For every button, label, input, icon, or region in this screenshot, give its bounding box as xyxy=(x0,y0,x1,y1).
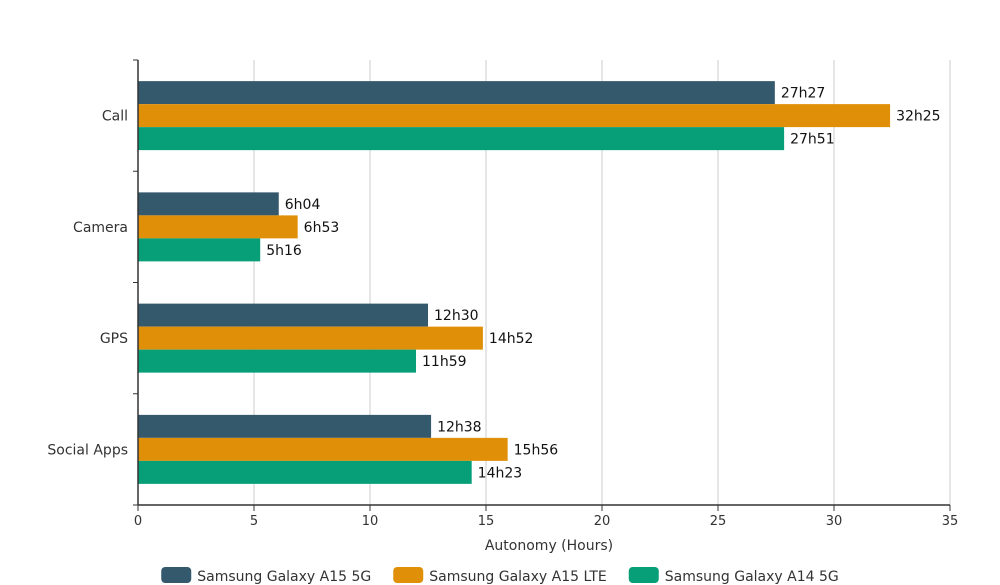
x-tick-label: 25 xyxy=(710,514,727,529)
bar xyxy=(138,303,428,327)
bar-value-label: 12h38 xyxy=(437,419,482,435)
legend-label: Samsung Galaxy A14 5G xyxy=(665,569,839,585)
legend-swatch xyxy=(628,567,659,583)
legend-item: Samsung Galaxy A15 5G xyxy=(161,567,371,585)
legend-item: Samsung Galaxy A14 5G xyxy=(628,567,839,585)
category-label: GPS xyxy=(100,331,128,347)
category-label: Call xyxy=(102,109,128,125)
bar-value-label: 15h56 xyxy=(514,442,559,458)
legend-item: Samsung Galaxy A15 LTE xyxy=(393,567,607,585)
category-label: Camera xyxy=(73,220,128,236)
category-label: Social Apps xyxy=(47,442,128,458)
x-tick-label: 20 xyxy=(594,514,611,529)
bar xyxy=(138,238,261,262)
bar xyxy=(138,104,891,128)
x-tick-label: 15 xyxy=(478,514,495,529)
x-tick-label: 35 xyxy=(942,514,959,529)
bar-value-label: 14h23 xyxy=(478,465,523,481)
bar xyxy=(138,437,508,461)
bar xyxy=(138,414,432,438)
legend: Samsung Galaxy A15 5G Samsung Galaxy A15 … xyxy=(161,567,839,585)
bar-value-label: 6h53 xyxy=(304,220,340,236)
x-tick-label: 10 xyxy=(362,514,379,529)
x-tick-label: 0 xyxy=(134,514,142,529)
x-tick-label: 5 xyxy=(250,514,258,529)
bar xyxy=(138,460,472,484)
bar xyxy=(138,192,279,216)
axes: 0 5 10 15 20 25 30 35 Call Camera GPS Social Apps xyxy=(47,59,959,529)
bar xyxy=(138,215,298,239)
bar-value-label: 6h04 xyxy=(285,197,321,213)
x-axis-title: Autonomy (Hours) xyxy=(485,538,613,554)
bar-value-label: 14h52 xyxy=(489,331,534,347)
legend-label: Samsung Galaxy A15 LTE xyxy=(429,569,607,585)
x-tick-label: 30 xyxy=(826,514,843,529)
bar-value-label: 27h27 xyxy=(781,86,826,102)
bar xyxy=(138,127,785,151)
legend-swatch xyxy=(393,567,424,583)
bar xyxy=(138,81,775,105)
bar-value-label: 5h16 xyxy=(266,243,302,259)
bar xyxy=(138,349,417,373)
legend-swatch xyxy=(161,567,192,583)
bar-value-label: 12h30 xyxy=(434,308,479,324)
bar-value-label: 27h51 xyxy=(790,132,835,148)
bar-value-label: 32h25 xyxy=(896,109,941,125)
legend-label: Samsung Galaxy A15 5G xyxy=(197,569,371,585)
bar xyxy=(138,326,483,350)
bar-value-label: 11h59 xyxy=(422,354,467,370)
